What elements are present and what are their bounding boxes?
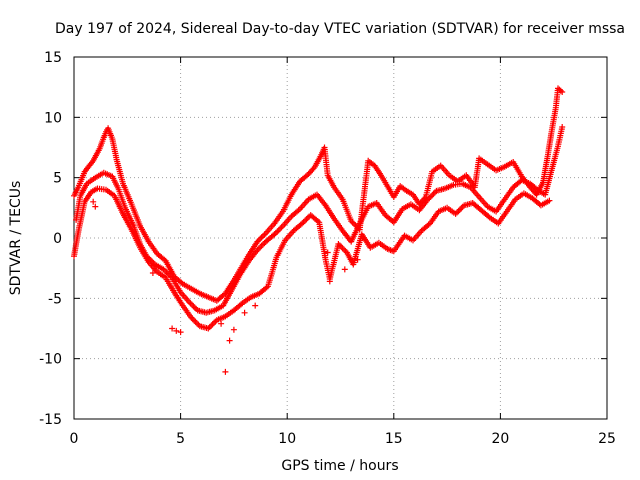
y-tick-label: -15	[39, 412, 62, 428]
data-point	[173, 327, 180, 334]
data-point	[559, 89, 566, 95]
x-axis-label: GPS time / hours	[281, 458, 398, 474]
tick-labels: 0 5 10 15 20 25 -15 -10 -5 0 5 10 15	[39, 50, 616, 447]
data-point	[177, 329, 184, 336]
data-point	[458, 205, 465, 212]
y-tick-label: 5	[53, 171, 62, 187]
data-point	[191, 304, 198, 311]
data-point	[278, 224, 285, 231]
data-point	[546, 197, 553, 204]
data-point	[303, 216, 310, 223]
data-point	[257, 235, 264, 242]
data-point	[559, 124, 566, 130]
data-point	[241, 309, 248, 316]
x-tick-label: 20	[491, 431, 509, 447]
y-axis-label: SDTVAR / TECUs	[8, 181, 24, 296]
data-point	[351, 220, 357, 227]
grid	[74, 57, 607, 419]
x-tick-label: 5	[176, 431, 185, 447]
x-tick-label: 10	[278, 431, 296, 447]
data-point	[230, 326, 237, 333]
data-point	[222, 368, 229, 375]
data-point	[169, 325, 176, 332]
x-tick-label: 0	[70, 431, 79, 447]
ticks	[73, 56, 608, 420]
chart-title: Day 197 of 2024, Sidereal Day-to-day VTE…	[55, 21, 625, 37]
data-point	[149, 270, 156, 276]
y-tick-label: 15	[44, 50, 62, 66]
data-marks	[71, 85, 566, 375]
data-point	[324, 249, 331, 256]
data-point	[190, 303, 197, 310]
data-point	[92, 203, 99, 210]
x-tick-label: 25	[598, 431, 616, 447]
y-tick-label: -5	[48, 291, 62, 307]
data-point	[252, 302, 259, 309]
y-tick-label: 0	[53, 231, 62, 247]
data-point	[90, 198, 97, 205]
data-point	[211, 319, 217, 326]
data-point	[218, 320, 225, 327]
data-point	[226, 337, 233, 344]
data-point	[341, 266, 348, 273]
data-point	[429, 192, 436, 199]
data-point	[258, 234, 265, 241]
y-tick-label: -10	[39, 352, 62, 368]
y-tick-label: 10	[44, 110, 62, 126]
data-point	[209, 321, 216, 328]
data-point	[326, 278, 333, 285]
x-tick-label: 15	[385, 431, 403, 447]
data-point	[354, 256, 361, 263]
data-point	[192, 318, 199, 325]
plot-frame	[73, 56, 608, 420]
